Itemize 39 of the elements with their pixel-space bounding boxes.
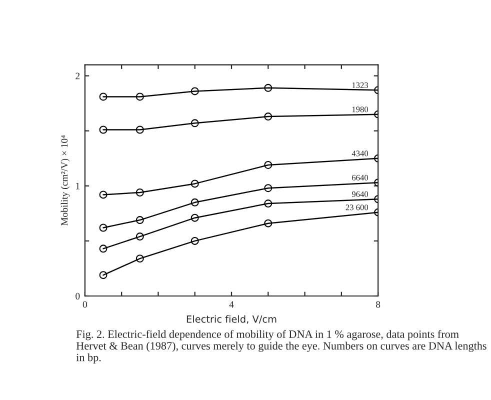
x-tick-label: 0 (82, 301, 88, 308)
point (264, 160, 272, 169)
point (190, 236, 199, 245)
point (190, 180, 199, 188)
series-label: 9640 (352, 191, 368, 198)
y-axis-title: Mobility (cm²/V) × 10⁴ (60, 135, 70, 226)
point (264, 112, 272, 121)
x-tick-label: 8 (376, 301, 380, 308)
point (190, 87, 199, 96)
point (136, 188, 144, 197)
point (136, 126, 144, 134)
x-tick-label: 4 (229, 301, 234, 308)
y-tick-label: 2 (76, 72, 80, 80)
y-tick-label: 0 (76, 292, 80, 300)
point (136, 216, 144, 224)
point (136, 92, 144, 101)
point (136, 232, 144, 241)
series-label: 1323 (352, 82, 368, 88)
x-axis-title: Electric field, V/cm (186, 315, 276, 324)
point (190, 119, 199, 128)
point (99, 271, 108, 280)
series-label: 1980 (352, 106, 368, 112)
series-label: 23 600 (346, 204, 368, 210)
series-label: 4340 (352, 150, 368, 156)
point (190, 214, 199, 222)
point (99, 126, 108, 134)
y-tick-label: 1 (76, 182, 80, 190)
point (99, 224, 108, 232)
point (99, 244, 108, 253)
point (264, 219, 272, 228)
point (264, 200, 272, 208)
point (264, 84, 272, 92)
caption: Fig. 2. Electric-field dependence of mobility of DNA in 1 % agarose, data points from Hervet & Bean (1987), curves merely to guide the eye. Numbers on curves are DNA lengths in bp. (76, 330, 486, 364)
series-label: 6640 (352, 174, 368, 180)
point (264, 184, 272, 192)
point (190, 198, 199, 206)
point (136, 254, 144, 263)
point (99, 190, 108, 199)
point (99, 92, 108, 101)
